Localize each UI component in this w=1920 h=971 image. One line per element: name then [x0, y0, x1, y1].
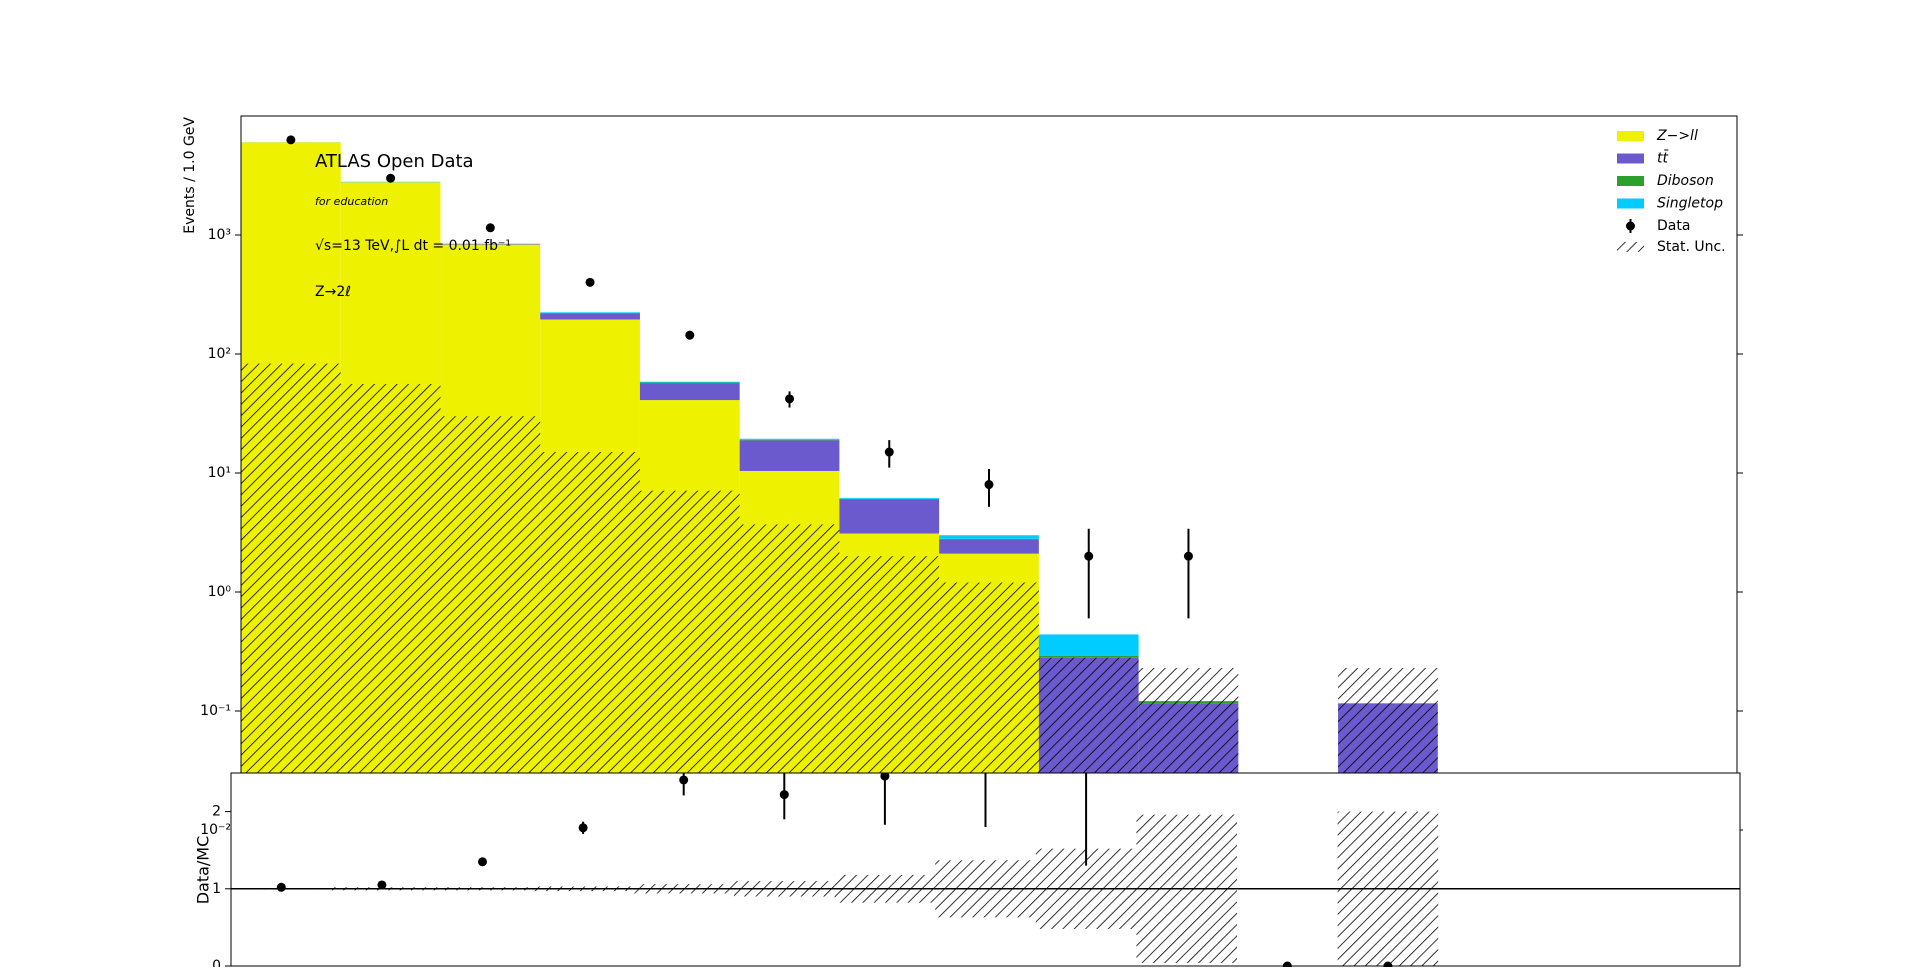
legend-label: Diboson: [1657, 173, 1714, 189]
legend-label: Data: [1657, 218, 1690, 234]
main-panel: 10⁻² 10⁻¹ 10⁰ 10¹ 10² 10³ Events / 1.0 GeV ATLA…: [182, 116, 1743, 838]
data-point: [1084, 552, 1093, 561]
ratio-point: [478, 857, 487, 866]
stack-bar: [1039, 656, 1139, 658]
data-point: [386, 174, 395, 183]
stack-bar: [640, 382, 740, 383]
data-point: [286, 135, 295, 144]
stat-unc-hatch: [341, 384, 441, 830]
y-tick-label: 10⁻²: [200, 822, 231, 838]
data-point: [885, 448, 894, 457]
stat-unc-hatch: [241, 364, 341, 830]
annotation: Z→2ℓ: [315, 284, 351, 300]
stack-bar: [939, 539, 1039, 540]
legend-label: Z−>ll: [1656, 128, 1698, 144]
legend-hatch: [1617, 242, 1644, 252]
legend-label: Singletop: [1657, 196, 1723, 212]
legend-swatch: [1617, 154, 1644, 164]
data-point: [586, 278, 595, 287]
ratio-point: [277, 883, 286, 892]
y-axis-label: Data/MC: [194, 836, 213, 905]
stack-bar: [640, 383, 740, 400]
y-tick-label: 10¹: [208, 465, 231, 481]
data-point: [486, 223, 495, 232]
stack-bar: [540, 312, 640, 313]
y-tick-label: 0: [212, 958, 221, 967]
legend-swatch: [1617, 176, 1644, 186]
y-tick-label: 10⁻¹: [200, 703, 231, 719]
legend-label: tt̄: [1657, 149, 1669, 167]
y-tick-label: 10⁰: [208, 584, 232, 600]
chart-title: ATLAS Open Data: [315, 151, 474, 172]
y-tick-label: 2: [212, 804, 221, 820]
y-tick-label: 10²: [208, 346, 231, 362]
chart-subtitle: for education: [315, 195, 388, 208]
stack-bar: [540, 313, 640, 319]
y-tick-label: 10³: [208, 227, 231, 243]
legend-label: Stat. Unc.: [1657, 239, 1726, 255]
y-tick-label: 1: [212, 881, 221, 897]
stack-bar: [740, 440, 840, 471]
ratio-point: [679, 775, 688, 784]
data-point: [985, 480, 994, 489]
stack-bar: [839, 499, 939, 533]
stack-bar: [839, 498, 939, 499]
ratio-point: [579, 823, 588, 832]
stack-bar: [740, 440, 840, 441]
legend-swatch: [1617, 131, 1644, 141]
stack-bar: [939, 535, 1039, 539]
stack-bar: [740, 439, 840, 440]
y-axis-label: Events / 1.0 GeV: [182, 117, 198, 234]
stack-bar: [939, 539, 1039, 553]
data-point: [785, 394, 794, 403]
legend-swatch: [1617, 199, 1644, 209]
annotation: √s=13 TeV,∫L dt = 0.01 fb⁻¹: [315, 238, 511, 254]
ratio-point: [377, 880, 386, 889]
legend-data-marker: [1626, 222, 1635, 231]
ratio-point: [780, 790, 789, 799]
stack-bar: [1039, 634, 1139, 656]
data-point: [685, 331, 694, 340]
stat-unc-hatch: [440, 416, 540, 830]
data-point: [1184, 552, 1193, 561]
